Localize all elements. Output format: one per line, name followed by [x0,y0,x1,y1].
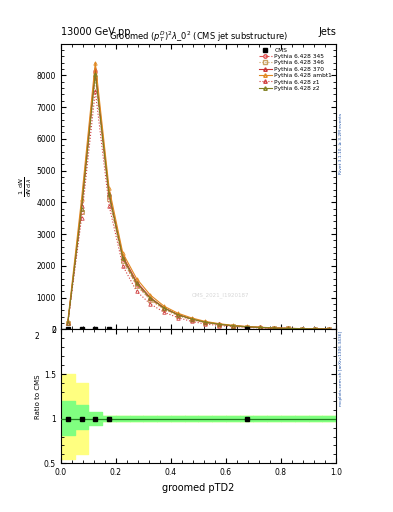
Text: mcplots.cern.ch [arXiv:1306.3436]: mcplots.cern.ch [arXiv:1306.3436] [339,331,343,406]
X-axis label: groomed pTD2: groomed pTD2 [162,483,235,493]
Text: 2: 2 [34,332,39,341]
Bar [61,416,336,421]
Y-axis label: $\frac{1}{\mathrm{d}N}\frac{\mathrm{d}N}{\mathrm{d}\,\lambda}$: $\frac{1}{\mathrm{d}N}\frac{\mathrm{d}N}… [17,176,34,197]
Title: Groomed $(p_T^D)^2\lambda\_0^2$ (CMS jet substructure): Groomed $(p_T^D)^2\lambda\_0^2$ (CMS jet… [109,29,288,44]
Legend: CMS, Pythia 6.428 345, Pythia 6.428 346, Pythia 6.428 370, Pythia 6.428 ambt1, P: CMS, Pythia 6.428 345, Pythia 6.428 346,… [258,47,333,92]
Text: 13000 GeV pp: 13000 GeV pp [61,27,130,37]
Text: Jets: Jets [318,27,336,37]
Text: Rivet 3.1.10, ≥ 3.2M events: Rivet 3.1.10, ≥ 3.2M events [339,113,343,174]
Text: CMS_2021_I1920187: CMS_2021_I1920187 [192,292,249,298]
Y-axis label: Ratio to CMS: Ratio to CMS [35,374,41,419]
